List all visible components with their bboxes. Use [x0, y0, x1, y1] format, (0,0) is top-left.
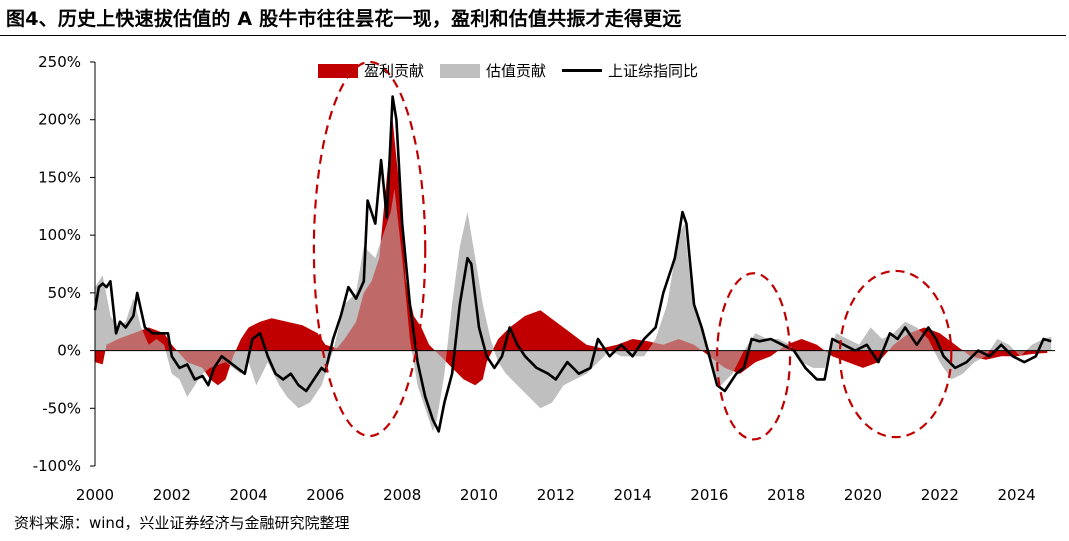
legend-label-valuation: 估值贡献	[486, 62, 547, 80]
legend-item-valuation: 估值贡献	[440, 60, 546, 81]
x-tick-label: 2012	[537, 486, 575, 504]
x-tick-label: 2010	[460, 486, 498, 504]
x-tick-label: 2014	[614, 486, 652, 504]
legend-swatch-earnings	[318, 63, 358, 78]
chart-title: 图4、历史上快速拔估值的 A 股牛市往往昙花一现，盈利和估值共振才走得更远	[6, 8, 682, 30]
annotation-ellipse	[715, 272, 792, 441]
x-tick-label: 2016	[690, 486, 728, 504]
legend-label-earnings: 盈利贡献	[364, 62, 425, 80]
x-tick-label: 2022	[921, 486, 959, 504]
y-tick-label: 200%	[38, 111, 81, 129]
legend-swatch-index	[562, 69, 603, 72]
series-valuation-area	[95, 189, 1052, 432]
y-tick-label: -50%	[42, 399, 81, 417]
x-tick-label: 2018	[767, 486, 805, 504]
x-tick-label: 2006	[306, 486, 344, 504]
x-tick-label: 2000	[76, 486, 114, 504]
y-tick-label: -100%	[33, 457, 81, 475]
y-tick-label: 50%	[48, 284, 81, 302]
x-tick-label: 2020	[844, 486, 882, 504]
annotation-layer	[312, 60, 953, 441]
y-tick-label: 150%	[38, 168, 81, 186]
legend: 盈利贡献 估值贡献 上证综指同比	[318, 60, 714, 81]
axes-layer: 250% 200% 150% 100% 50% 0% -50% -100% 2000 2002 20…	[33, 53, 1055, 504]
legend-item-earnings: 盈利贡献	[318, 60, 424, 81]
y-tick-label: 0%	[57, 342, 81, 360]
source-note: 资料来源：wind，兴业证券经济与金融研究院整理	[14, 514, 350, 532]
y-tick-label: 100%	[38, 226, 81, 244]
series-index-line	[93, 95, 1052, 433]
y-tick-label: 250%	[38, 53, 81, 71]
x-tick-label: 2024	[998, 486, 1036, 504]
x-tick-label: 2004	[230, 486, 268, 504]
area-layer	[95, 119, 1052, 432]
series-valuation-overlay	[95, 189, 1052, 432]
legend-item-index: 上证综指同比	[562, 60, 698, 81]
title-divider	[0, 35, 1066, 36]
annotation-ellipse	[838, 269, 953, 439]
legend-swatch-valuation	[440, 63, 481, 78]
x-tick-label: 2002	[153, 486, 191, 504]
legend-label-index: 上证综指同比	[608, 62, 699, 80]
annotation-ellipse	[312, 60, 427, 438]
x-tick-label: 2008	[383, 486, 421, 504]
line-layer	[93, 95, 1052, 433]
